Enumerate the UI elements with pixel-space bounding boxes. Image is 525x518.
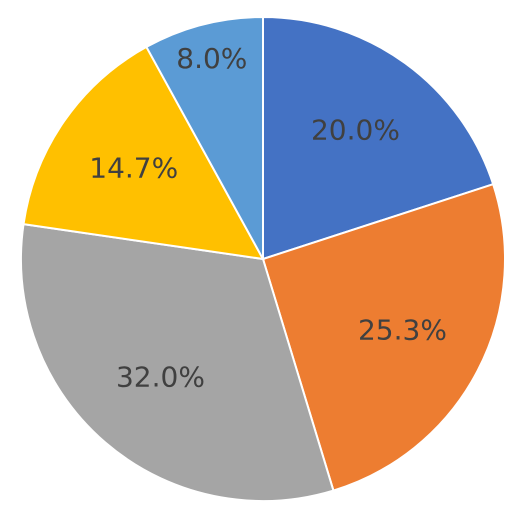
pie-slice: [20, 223, 335, 502]
data-label: 32.0%: [116, 360, 205, 393]
data-label: 14.7%: [89, 151, 178, 184]
pie-slice: [262, 15, 495, 261]
pie-slice: [261, 182, 506, 492]
data-label: 20.0%: [311, 114, 400, 147]
pie-slice: [145, 15, 264, 260]
data-label: 8.0%: [176, 42, 247, 75]
data-label: 25.3%: [358, 314, 447, 347]
pie-slice: [22, 45, 265, 261]
